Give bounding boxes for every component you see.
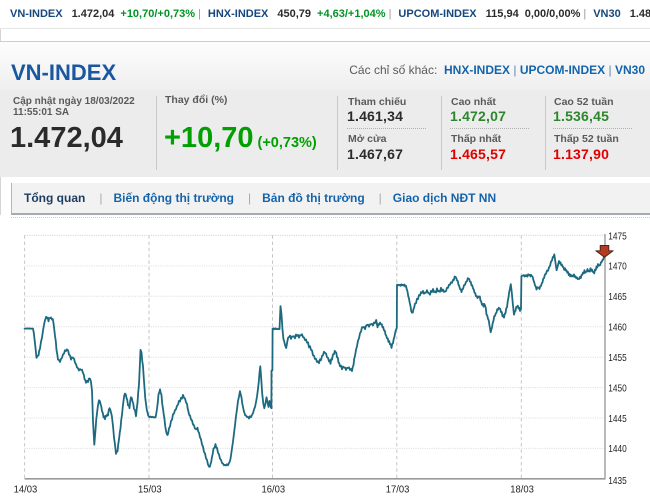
- svg-text:15/03: 15/03: [138, 484, 162, 496]
- svg-text:18/03: 18/03: [510, 484, 534, 496]
- svg-text:14/03: 14/03: [14, 484, 38, 496]
- svg-text:1440: 1440: [608, 443, 627, 455]
- svg-text:1470: 1470: [608, 261, 627, 273]
- svg-text:1445: 1445: [608, 413, 627, 425]
- svg-text:1435: 1435: [608, 475, 627, 487]
- svg-text:1475: 1475: [608, 230, 627, 242]
- svg-text:17/03: 17/03: [386, 484, 410, 496]
- svg-text:1460: 1460: [608, 322, 627, 334]
- svg-text:1465: 1465: [608, 291, 627, 303]
- svg-text:1455: 1455: [608, 352, 627, 364]
- svg-text:1450: 1450: [608, 382, 627, 394]
- svg-text:16/03: 16/03: [262, 484, 286, 496]
